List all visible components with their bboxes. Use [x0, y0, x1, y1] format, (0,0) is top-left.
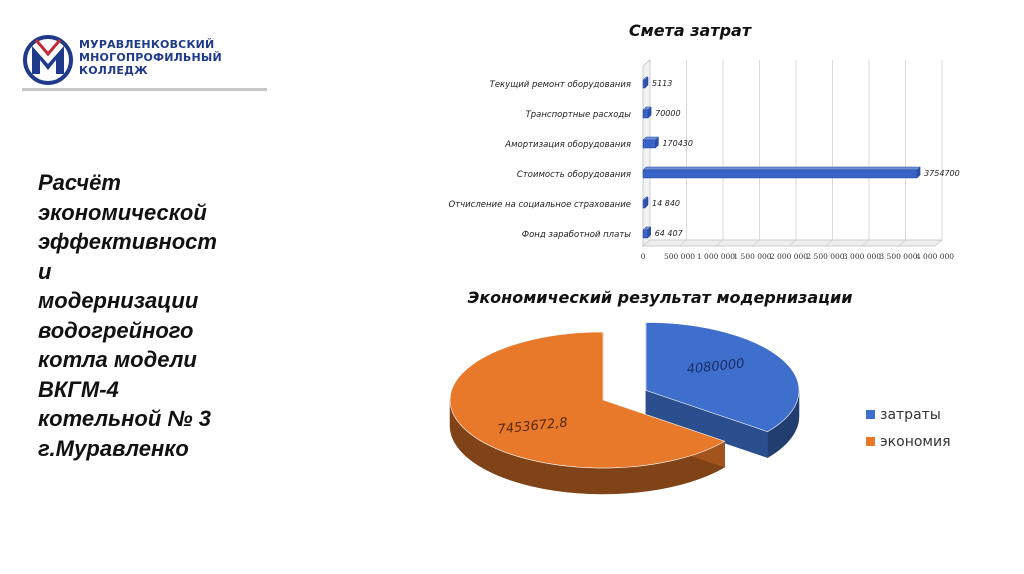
- pie-data-label: 7453672,8: [497, 415, 568, 437]
- bar-data-label: 14 840: [652, 199, 680, 208]
- bar-chart-gridline: [715, 239, 724, 247]
- bar-end-face: [647, 106, 652, 119]
- college-name-line: МНОГОПРОФИЛЬНЫЙ: [79, 51, 222, 64]
- slide-title-line: экономической: [38, 199, 207, 225]
- bar-end-face: [644, 76, 649, 89]
- bar-data-label: 64 407: [655, 229, 684, 238]
- pie-slice-top: [449, 331, 726, 469]
- slide-title-line: котла модели: [38, 347, 197, 372]
- bar-end-face: [916, 166, 921, 179]
- bar: [642, 166, 921, 179]
- bar-chart-gridline: [898, 239, 906, 247]
- college-logo: МУРАВЛЕНКОВСКИЙ МНОГОПРОФИЛЬНЫЙ КОЛЛЕДЖ: [22, 34, 267, 92]
- pie-legend: затраты экономия: [866, 407, 951, 450]
- slide-title-line: эффективност: [38, 229, 217, 254]
- pie-slice-top: [645, 322, 800, 433]
- bar-chart-gridline: [825, 239, 833, 247]
- bar-end-face: [655, 136, 659, 149]
- bar: [642, 226, 652, 239]
- bar-category-label: Амортизация оборудования: [504, 140, 631, 150]
- bar: [642, 106, 652, 119]
- slide-title-line: г.Муравленко: [38, 435, 189, 461]
- bar-chart-gridline: [861, 239, 870, 247]
- bar-chart-tick-label: 2 500 000: [806, 252, 844, 261]
- bar-end-face: [647, 226, 651, 239]
- bar-chart-tick-label: 3 500 000: [879, 252, 917, 261]
- slide-title-line: Расчёт: [38, 170, 121, 195]
- bar: [642, 196, 649, 209]
- bar-chart-gridline: [752, 239, 760, 247]
- bar-category-label: Транспортные расходы: [526, 110, 632, 120]
- bar: [642, 136, 660, 149]
- bar-data-label: 170430: [662, 139, 693, 148]
- slide-title-line: водогрейного: [38, 317, 194, 343]
- bar-chart-tick-label: 1 000 000: [697, 252, 735, 261]
- slide-title-line: ВКГМ-4: [38, 376, 119, 402]
- pie-data-label: 4080000: [686, 356, 745, 377]
- college-name-line: КОЛЛЕДЖ: [79, 64, 148, 77]
- college-logo-icon: [23, 35, 73, 85]
- pie-chart-title: Экономический результат модернизации: [467, 288, 853, 307]
- bar-end-face: [644, 196, 649, 209]
- pie-slice: [645, 322, 800, 459]
- bar-chart-tick-label: 3 000 000: [843, 252, 881, 261]
- slide-title-line: котельной № 3: [38, 406, 211, 431]
- bar-chart-title: Смета затрат: [628, 21, 752, 40]
- college-name-line: МУРАВЛЕНКОВСКИЙ: [79, 38, 215, 51]
- bar-chart-tick-label: 500 000: [664, 252, 695, 261]
- bar-chart-tick-label: 4 000 000: [916, 252, 954, 261]
- slide-title-line: модернизации: [38, 288, 199, 313]
- college-name: МУРАВЛЕНКОВСКИЙ МНОГОПРОФИЛЬНЫЙ КОЛЛЕДЖ: [79, 38, 222, 77]
- bar-category-label: Фонд заработной платы: [522, 230, 632, 240]
- bar-data-label: 5113: [652, 79, 672, 88]
- bar-chart-tick-label: 2 000 000: [770, 252, 808, 261]
- slide-title-line: и: [38, 258, 52, 284]
- bar-category-label: Стоимость оборудования: [517, 170, 631, 180]
- bar-chart-gridline: [934, 239, 943, 247]
- pie-slice: [449, 331, 726, 495]
- bar-data-label: 3754700: [924, 169, 960, 178]
- bar-chart-gridline: [679, 239, 687, 247]
- bar-chart-tick-label: 1 500 000: [733, 252, 771, 261]
- pie-legend-swatch: [866, 410, 875, 419]
- pie-legend-label: затраты: [880, 407, 941, 423]
- bar-chart-gridline: [788, 239, 797, 247]
- bar-category-label: Отчисление на социальное страхование: [448, 200, 631, 210]
- bar-category-label: Текущий ремонт оборудования: [490, 80, 631, 90]
- bar-chart-tick-label: 0: [641, 252, 646, 261]
- pie-legend-label: экономия: [880, 434, 951, 450]
- bar: [642, 76, 649, 89]
- logo-divider: [22, 88, 267, 91]
- bar-chart-gridline: [642, 239, 651, 247]
- slide-title: Расчёт экономической эффективност и моде…: [38, 168, 238, 463]
- pie-legend-swatch: [866, 437, 875, 446]
- bar-data-label: 70000: [655, 109, 680, 118]
